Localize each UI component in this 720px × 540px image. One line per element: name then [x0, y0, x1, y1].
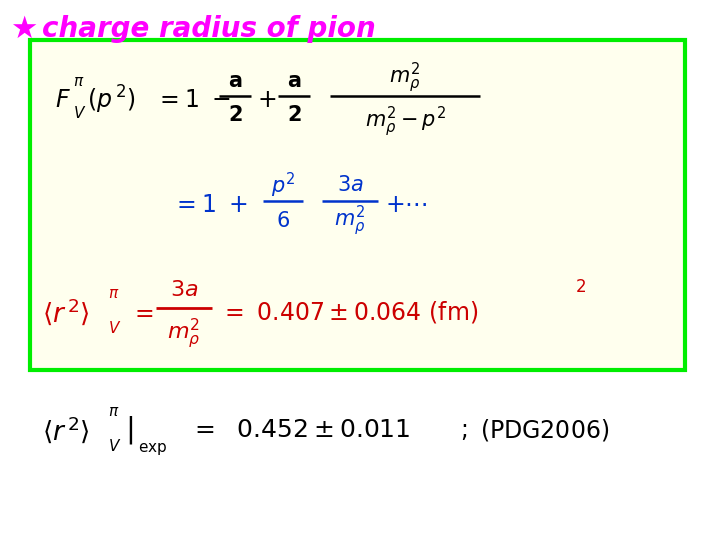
FancyBboxPatch shape: [30, 40, 685, 370]
Text: $\langle r^{\,2}\rangle$: $\langle r^{\,2}\rangle$: [42, 296, 90, 327]
Text: $3a$: $3a$: [170, 280, 198, 300]
Text: $V$: $V$: [108, 438, 121, 454]
Text: charge radius of pion: charge radius of pion: [42, 15, 376, 43]
Text: $= 1\ +$: $= 1\ +$: [172, 193, 248, 217]
Text: $m_\rho^2 - p^2$: $m_\rho^2 - p^2$: [364, 105, 446, 139]
Text: $\bigstar$: $\bigstar$: [10, 15, 37, 44]
Text: $;$: $;$: [460, 418, 467, 442]
Text: $p^2$: $p^2$: [271, 171, 295, 200]
Text: $2$: $2$: [575, 278, 586, 296]
Text: $=\ \ 0.452\pm 0.011$: $=\ \ 0.452\pm 0.011$: [190, 418, 410, 442]
Text: $V$: $V$: [73, 105, 86, 121]
Text: $\langle r^{\,2}\rangle$: $\langle r^{\,2}\rangle$: [42, 415, 90, 446]
Text: $\pi$: $\pi$: [108, 404, 120, 420]
Text: $+\cdots$: $+\cdots$: [385, 193, 428, 217]
Text: $\mathrm{(PDG2006)}$: $\mathrm{(PDG2006)}$: [480, 417, 609, 443]
Text: $F$: $F$: [55, 88, 71, 112]
Text: $\mathbf{2}$: $\mathbf{2}$: [287, 105, 301, 125]
Text: $=$: $=$: [130, 300, 154, 324]
Text: $\mathrm{exp}$: $\mathrm{exp}$: [138, 441, 167, 457]
Text: $|$: $|$: [125, 414, 133, 446]
Text: $\mathbf{a}$: $\mathbf{a}$: [228, 71, 242, 91]
Text: $\pi$: $\pi$: [108, 287, 120, 301]
Text: $= 1\ -$: $= 1\ -$: [155, 88, 230, 112]
Text: $\mathbf{a}$: $\mathbf{a}$: [287, 71, 301, 91]
Text: $m_\rho^2$: $m_\rho^2$: [334, 204, 366, 238]
Text: $+$: $+$: [257, 88, 276, 112]
Text: $V$: $V$: [108, 320, 121, 336]
Text: $m_\rho^2$: $m_\rho^2$: [390, 61, 420, 95]
Text: $3a$: $3a$: [337, 175, 364, 195]
Text: $\pi$: $\pi$: [73, 75, 84, 90]
Text: $\mathbf{2}$: $\mathbf{2}$: [228, 105, 243, 125]
Text: $6$: $6$: [276, 211, 290, 231]
Text: $=\ 0.407\pm 0.064\ (\mathrm{fm})$: $=\ 0.407\pm 0.064\ (\mathrm{fm})$: [220, 299, 478, 325]
Text: $(p^{\,2})$: $(p^{\,2})$: [87, 84, 135, 116]
Text: $m_\rho^2$: $m_\rho^2$: [167, 317, 201, 351]
